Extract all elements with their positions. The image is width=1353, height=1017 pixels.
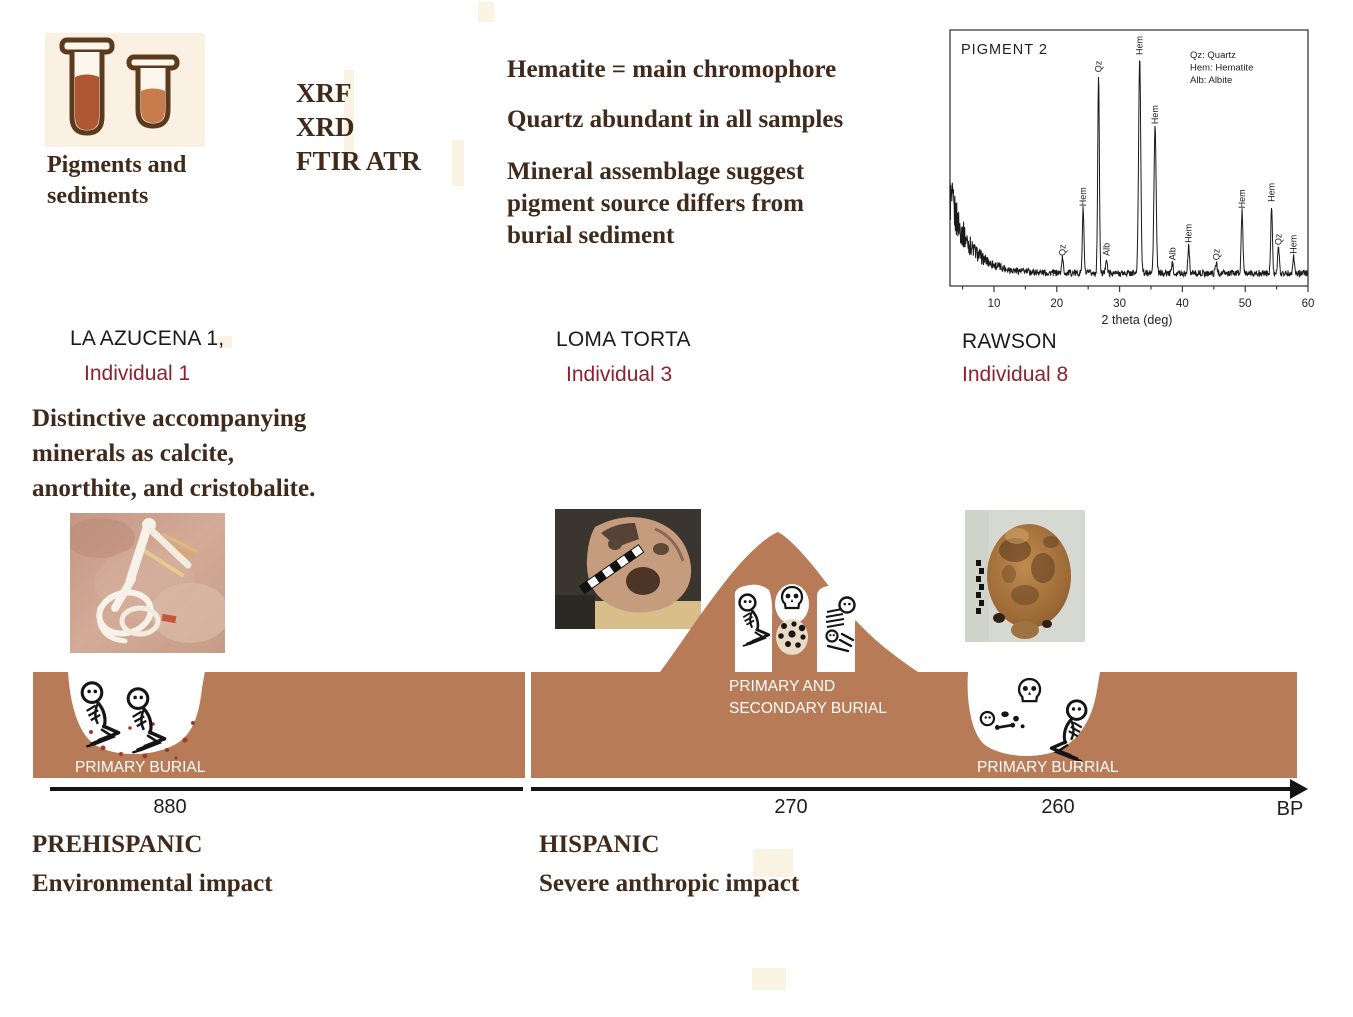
diffractogram-trace	[949, 60, 1308, 279]
chart-legend-entry: Qz: Quartz	[1190, 50, 1236, 61]
peak-mineral-label: Hem	[1135, 36, 1145, 55]
scale-bar-icon	[976, 560, 984, 614]
specimen-panel	[45, 33, 205, 147]
burial-label-primary-and: PRIMARY AND	[729, 678, 835, 695]
finding-quartz: Quartz abundant in all samples	[507, 106, 844, 133]
period-hispanic: HISPANIC	[539, 831, 660, 858]
x-tick-label: 60	[1302, 298, 1314, 310]
finding-assemblage-line: burial sediment	[507, 222, 675, 249]
ghost-artifact	[344, 70, 354, 162]
finding-hematite: Hematite = main chromophore	[507, 56, 837, 83]
xrd-diffractogram: 10 20 30 40 50 60 2 theta (deg) PIGMENT 2 Qz: Qu…	[949, 29, 1314, 327]
burial-label-secondary: SECONDARY BURIAL	[729, 700, 887, 717]
finding-assemblage: Mineral assemblage suggest pigment sourc…	[507, 156, 804, 252]
ochre-speckles	[89, 721, 195, 760]
methods-list: XRF XRD FTIR ATR	[296, 76, 421, 178]
chart-legend-entry: Hem: Hematite	[1190, 63, 1253, 74]
peak-mineral-label: Qz	[1211, 248, 1221, 260]
x-tick-label: 50	[1239, 298, 1252, 310]
individual-3-label: Individual 3	[566, 363, 673, 386]
skull-icon	[780, 585, 804, 610]
site-name-loma-torta: LOMA TORTA	[556, 328, 691, 351]
specimen-label-line: Pigments and	[47, 152, 187, 178]
timeline-age-880: 880	[153, 796, 187, 818]
individual-8-label: Individual 8	[962, 363, 1069, 386]
x-tick-label: 20	[1050, 298, 1063, 310]
stratigraphy-graphic: PRIMARY BURIAL PRIMARY AND SECONDARY BUR…	[33, 520, 1307, 787]
burial-label-primary-rawson: PRIMARY BURRIAL	[977, 759, 1119, 776]
site-name-rawson: RAWSON	[962, 330, 1057, 353]
minerals-note-line: anorthite, and cristobalite.	[32, 475, 316, 502]
ghost-artifact	[752, 968, 786, 990]
skull-photo-rawson	[965, 510, 1085, 647]
impact-environmental: Environmental impact	[32, 870, 273, 897]
x-tick-label: 40	[1176, 298, 1189, 310]
site-name-la-azucena: LA AZUCENA 1,	[70, 327, 225, 350]
minerals-note-line: Distinctive accompanying	[32, 405, 307, 432]
peak-mineral-label: Qz	[1094, 60, 1104, 72]
specimen-label-line: sediments	[47, 183, 149, 209]
method-ftir: FTIR ATR	[296, 146, 421, 176]
finding-assemblage-line: Mineral assemblage suggest	[507, 158, 805, 185]
timeline-segment-left	[50, 787, 523, 791]
peak-mineral-label: Qz	[1057, 244, 1067, 256]
finding-assemblage-line: pigment source differs from	[507, 190, 804, 217]
peak-mineral-label: Qz	[1273, 233, 1283, 245]
skull-photo-loma-torta	[555, 509, 701, 634]
chart-title: PIGMENT 2	[961, 42, 1048, 58]
specimen-label: Pigments and sediments	[47, 150, 186, 212]
period-prehispanic: PREHISPANIC	[32, 831, 203, 858]
burial-pit-rawson	[967, 663, 1100, 756]
scale-bar-icon	[578, 544, 645, 595]
burial-label-primary: PRIMARY BURIAL	[75, 759, 206, 776]
individual-1-label: Individual 1	[84, 362, 191, 385]
timeline-arrow-icon	[1290, 779, 1308, 799]
xrd-chart-panel: 10 20 30 40 50 60 2 theta (deg) PIGMENT 2 Qz: Qu…	[946, 26, 1314, 333]
peak-mineral-label: Alb	[1167, 247, 1177, 260]
stones-icon	[778, 621, 806, 648]
peak-mineral-label: Hem	[1237, 189, 1247, 208]
burial-photo-la-azucena	[65, 513, 230, 658]
x-axis-label: 2 theta (deg)	[1102, 313, 1173, 327]
peak-mineral-label: Alb	[1101, 243, 1111, 256]
ghost-artifact	[452, 140, 464, 186]
test-tubes-icon	[59, 37, 180, 136]
timeline-age-270: 270	[774, 796, 808, 818]
method-xrf: XRF	[296, 78, 352, 108]
chart-legend-entry: Alb: Albite	[1190, 75, 1232, 86]
ground-band-right	[531, 672, 1297, 778]
timeline-segment-right	[531, 787, 1292, 791]
timeline-age-260: 260	[1041, 796, 1075, 818]
x-tick-label: 10	[988, 298, 1001, 310]
peak-mineral-label: Hem	[1289, 235, 1299, 254]
peak-mineral-label: Hem	[1184, 224, 1194, 243]
minerals-note-line: minerals as calcite,	[32, 440, 235, 467]
peak-mineral-label: Hem	[1078, 187, 1088, 206]
ghost-artifact	[753, 849, 793, 877]
peak-mineral-label: Hem	[1267, 183, 1277, 202]
timeline-unit-bp: BP	[1276, 798, 1304, 820]
peak-mineral-label: Hem	[1150, 105, 1160, 124]
x-tick-label: 30	[1113, 298, 1126, 310]
ghost-artifact	[478, 2, 494, 22]
impact-anthropic: Severe anthropic impact	[539, 870, 800, 897]
method-xrd: XRD	[296, 112, 355, 142]
skull-icon	[1017, 677, 1042, 703]
minerals-note: Distinctive accompanying minerals as cal…	[32, 401, 315, 506]
ghost-artifact	[218, 336, 232, 348]
